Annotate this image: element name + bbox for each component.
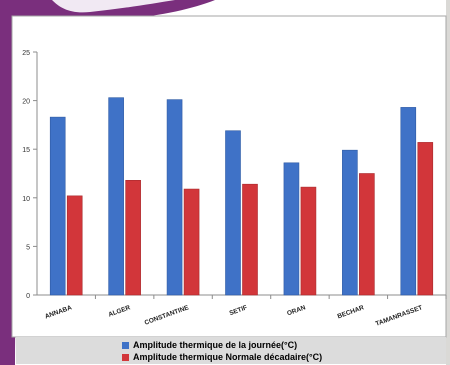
bar-setif-series-1 [225,130,241,296]
legend-label: Amplitude thermique Normale décadaire(°C… [133,352,323,362]
legend-swatch-blue [122,341,129,349]
y-tick-label: 10 [22,196,30,203]
bar-annaba-series-2 [66,195,83,296]
legend-swatch-red [122,353,129,361]
bar-bechar-series-2 [359,173,375,296]
bar-tamanrasset-series-2 [417,142,434,296]
bar-tamanrasset-series-1 [400,107,417,296]
legend: Amplitude thermique de la journée(°C) Am… [16,337,446,364]
right-shade [446,0,450,365]
bar-oran-series-2 [300,186,317,296]
legend-item-series-2: Amplitude thermique Normale décadaire(°C… [122,352,322,362]
bar-oran-series-1 [283,162,300,296]
y-tick-label: 5 [26,244,30,251]
legend-item-series-1: Amplitude thermique de la journée(°C) [122,340,297,350]
bar-constantine-series-2 [183,188,200,296]
bar-annaba-series-1 [49,116,66,296]
bar-constantine-series-1 [166,99,183,296]
bar-bechar-series-1 [342,149,358,296]
legend-label: Amplitude thermique de la journée(°C) [133,340,298,350]
bar-alger-series-2 [125,180,141,296]
white-wave [52,0,175,13]
bar-setif-series-2 [242,183,258,296]
y-tick-label: 20 [22,99,30,106]
bar-alger-series-1 [108,97,124,296]
y-tick-label: 25 [22,50,30,57]
y-tick-label: 15 [22,147,30,154]
y-tick-label: 0 [26,293,30,300]
